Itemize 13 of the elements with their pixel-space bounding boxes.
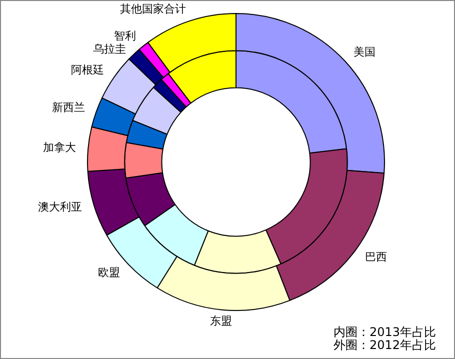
- text: 内圈：2013年占比: [333, 325, 436, 339]
- text: 外圈：2012年占比: [333, 338, 436, 352]
- slice-label: 东盟: [210, 314, 232, 328]
- slice-label: 美国: [354, 46, 376, 59]
- slice-label: 阿根廷: [71, 63, 104, 76]
- slice-label: 澳大利亚: [38, 200, 82, 214]
- slice-label: 智利: [114, 29, 136, 42]
- slice-label: 巴西: [364, 250, 387, 264]
- slice-label: 乌拉圭: [92, 42, 126, 56]
- slice-label: 其他国家合计: [120, 2, 186, 16]
- slice-label: 欧盟: [98, 266, 120, 279]
- slice-label: 新西兰: [52, 100, 85, 114]
- slice-label: 加拿大: [43, 140, 76, 154]
